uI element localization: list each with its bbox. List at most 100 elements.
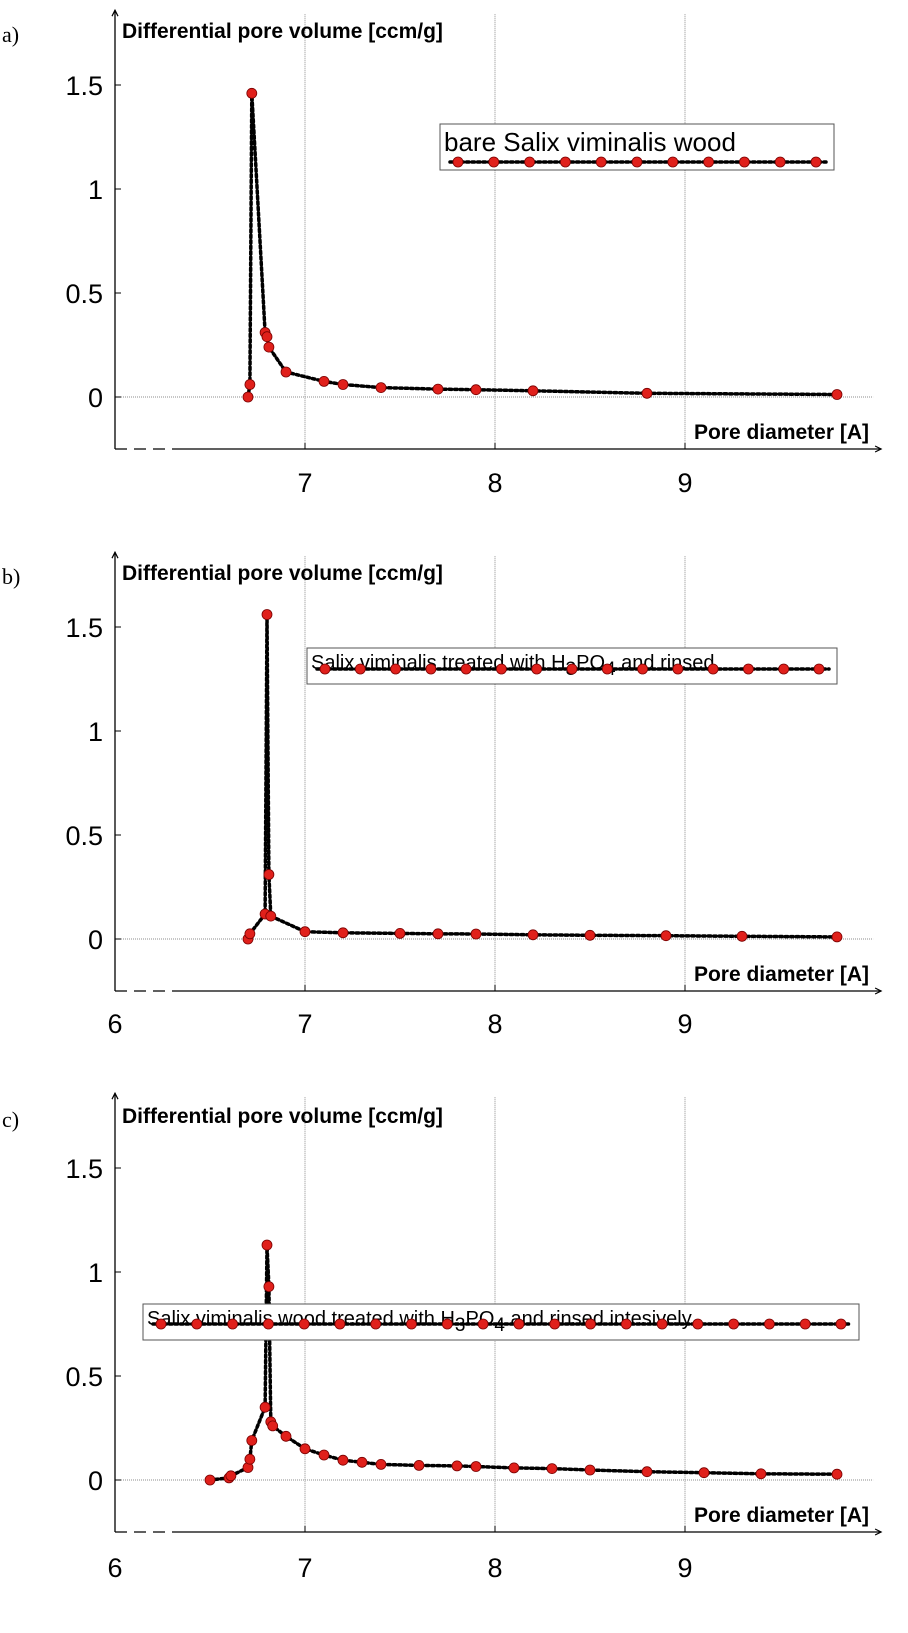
- x-axis-arrow: [874, 1528, 883, 1536]
- data-point: [299, 1443, 311, 1455]
- legend-marker: [406, 1318, 417, 1330]
- data-point: [263, 341, 275, 353]
- legend-marker: [667, 156, 679, 168]
- legend-marker: [637, 663, 648, 675]
- chart-panel-2: b) Differential pore volume [ccm/g] Pore d…: [2, 550, 883, 1039]
- legend-marker: [227, 1318, 239, 1330]
- legend-marker: [370, 1318, 382, 1330]
- legend-marker: [354, 663, 366, 675]
- y-tick-label: 1.5: [65, 1154, 103, 1184]
- data-point: [413, 1460, 425, 1471]
- legend-marker: [560, 156, 571, 168]
- y-axis-arrow: [111, 550, 119, 559]
- data-point: [337, 379, 349, 390]
- legend-marker: [191, 1318, 203, 1330]
- data-point: [831, 931, 843, 943]
- y-tick-label: 1.5: [65, 613, 103, 643]
- legend-marker: [728, 1318, 739, 1330]
- data-point: [261, 331, 273, 343]
- data-point: [318, 1449, 330, 1461]
- x-tick-label: 7: [297, 1553, 312, 1583]
- data-point: [263, 1281, 275, 1292]
- data-point: [299, 926, 311, 938]
- data-point: [265, 910, 277, 922]
- data-point: [527, 929, 539, 941]
- data-point: [546, 1463, 558, 1474]
- legend-marker: [656, 1318, 668, 1330]
- legend-marker: [513, 1318, 525, 1330]
- data-point: [337, 1454, 349, 1466]
- panel-label: a): [2, 22, 19, 47]
- x-tick-label: 8: [487, 1553, 502, 1583]
- y-tick-label: 1: [88, 1258, 103, 1288]
- data-point: [698, 1467, 710, 1479]
- data-point: [261, 1239, 273, 1251]
- data-point: [432, 928, 444, 940]
- data-point: [584, 929, 596, 941]
- y-tick-label: 1: [88, 717, 103, 747]
- data-point: [470, 384, 482, 396]
- data-point: [470, 928, 482, 940]
- data-point: [259, 1401, 271, 1413]
- data-point: [244, 928, 256, 940]
- y-tick-label: 1.5: [65, 71, 103, 101]
- chart-panel-1: a) Differential pore volume [ccm/g] Pore d…: [2, 8, 883, 498]
- y-tick-label: 0: [88, 1466, 103, 1496]
- y-axis-arrow: [111, 8, 119, 17]
- data-point: [470, 1461, 482, 1472]
- data-point: [204, 1474, 216, 1486]
- legend-marker: [799, 1318, 811, 1330]
- legend-marker: [739, 156, 750, 168]
- data-point: [508, 1462, 520, 1474]
- legend-marker: [441, 1318, 453, 1330]
- y-tick-label: 0.5: [65, 1362, 103, 1392]
- x-axis-arrow: [874, 987, 883, 995]
- data-point: [267, 1420, 279, 1432]
- legend-marker: [774, 156, 786, 168]
- y-axis-arrow: [111, 1091, 119, 1100]
- data-point: [261, 609, 273, 620]
- legend-box: [142, 1303, 860, 1341]
- legend-marker: [835, 1318, 847, 1330]
- data-point: [584, 1464, 596, 1476]
- data-point: [831, 389, 843, 400]
- data-point: [280, 366, 292, 378]
- legend-marker: [566, 663, 578, 675]
- legend-marker: [319, 663, 331, 675]
- legend-marker: [703, 156, 714, 168]
- y-tick-label: 0: [88, 925, 103, 955]
- legend-marker: [692, 1318, 704, 1330]
- legend-marker: [477, 1318, 489, 1330]
- legend-marker: [460, 663, 472, 675]
- legend-marker: [155, 1318, 167, 1330]
- data-point: [660, 930, 672, 942]
- data-point: [246, 1435, 258, 1446]
- y-axis-title: Differential pore volume [ccm/g]: [122, 562, 443, 585]
- legend-marker: [595, 156, 607, 168]
- legend-marker: [764, 1318, 775, 1330]
- y-axis-title: Differential pore volume [ccm/g]: [122, 20, 443, 43]
- legend-marker: [743, 663, 754, 675]
- data-point: [831, 1468, 843, 1480]
- x-tick-label: 8: [487, 1009, 502, 1039]
- x-tick-label: 6: [107, 1009, 122, 1039]
- data-point: [280, 1430, 292, 1442]
- legend-marker: [620, 1318, 632, 1330]
- x-axis-title: Pore diameter [A]: [694, 1504, 869, 1527]
- x-tick-label: 9: [677, 468, 692, 498]
- legend-marker: [549, 1318, 561, 1330]
- data-point: [318, 375, 330, 387]
- data-point: [263, 869, 275, 880]
- legend-marker: [813, 663, 825, 675]
- data-point: [641, 1466, 653, 1478]
- legend-marker: [524, 156, 535, 168]
- y-tick-label: 0.5: [65, 821, 103, 851]
- legend-marker: [810, 156, 822, 168]
- data-point: [337, 927, 349, 939]
- y-tick-label: 1: [88, 175, 103, 205]
- legend-marker: [425, 663, 437, 675]
- legend-marker: [390, 663, 402, 675]
- data-point: [736, 930, 748, 942]
- data-point: [527, 385, 539, 397]
